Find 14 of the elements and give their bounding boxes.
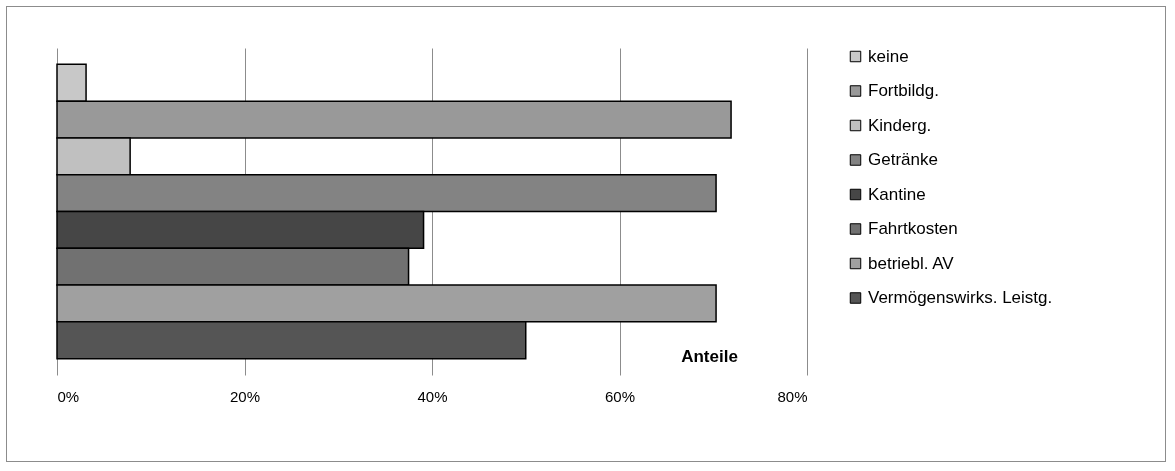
legend-label: Kinderg. (868, 115, 932, 135)
legend-label: Kantine (868, 184, 926, 204)
legend-label: Fortbildg. (868, 81, 939, 100)
x-tick-label: 60% (604, 387, 636, 405)
legend-label: Fahrtkosten (868, 219, 958, 238)
x-tick-label: 20% (229, 387, 261, 405)
x-tick-label: 0% (57, 387, 80, 405)
legend-label: Getränke (868, 150, 938, 169)
x-tick-label: 40% (417, 387, 448, 405)
legend-label: Vermögenswirks. Leistg. (868, 288, 1053, 307)
legend-label: keine (868, 46, 909, 66)
x-tick-label: 80% (777, 387, 808, 405)
annotation: Anteile (681, 347, 738, 366)
legend-label: betriebl. AV (868, 253, 955, 273)
